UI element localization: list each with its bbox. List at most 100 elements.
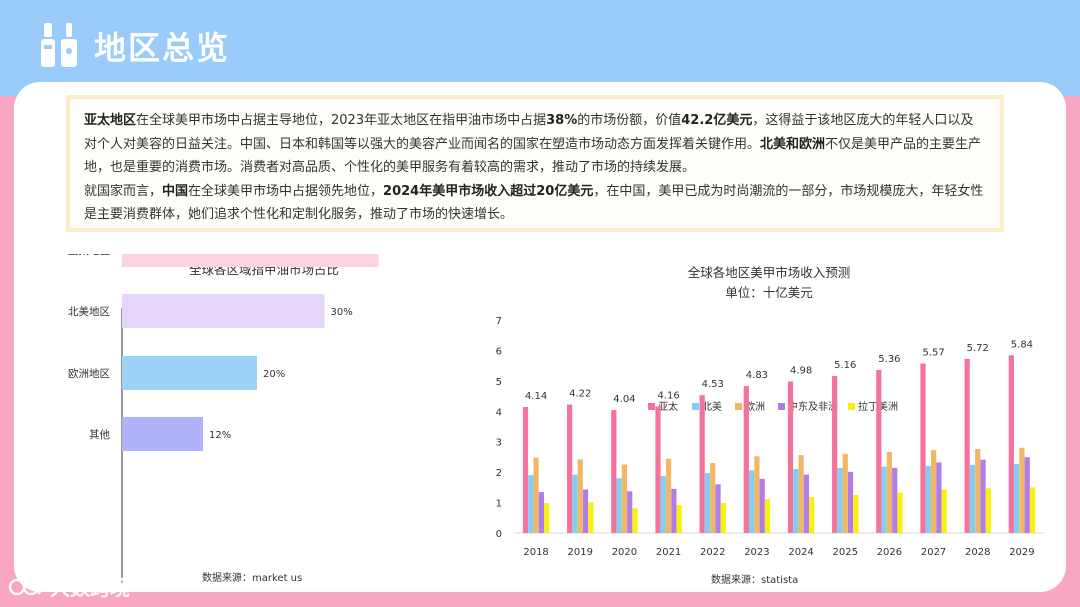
bar-latam xyxy=(764,499,771,533)
bar-eu xyxy=(621,464,628,533)
x-tick-label: 2026 xyxy=(877,547,902,558)
bar-apac xyxy=(876,369,882,533)
data-label: 20% xyxy=(263,369,285,380)
data-label: 38% xyxy=(385,254,407,257)
category-label: 北美地区 xyxy=(68,305,110,318)
bar-mea xyxy=(582,489,589,533)
revenue-chart-svg: 全球各地区美甲市场收入预测单位：十亿美元亚太北美欧洲中东及非洲拉丁美洲01234… xyxy=(496,265,1044,558)
legend-swatch xyxy=(735,403,742,410)
x-tick-label: 2025 xyxy=(833,547,858,558)
data-label: 4.16 xyxy=(657,390,679,401)
intro-paragraph-2: 就国家而言，中国在全球美甲市场中占据领先地位，2024年美甲市场收入超过20亿美… xyxy=(84,180,986,227)
bar-latam xyxy=(720,502,726,533)
intro-paragraph-1: 亚太地区在全球美甲市场中占据主导地位，2023年亚太地区在指甲油市场中占据38%… xyxy=(84,109,986,180)
bar-mea xyxy=(980,459,986,533)
x-tick-label: 2022 xyxy=(700,547,725,558)
bar-na xyxy=(837,468,843,533)
bar-apac xyxy=(611,410,617,533)
highlight-text: 2024年美甲市场收入超过20亿美元 xyxy=(383,183,594,199)
x-tick-label: 2029 xyxy=(1009,547,1034,558)
x-tick-label: 2027 xyxy=(921,547,946,558)
legend-label: 欧洲 xyxy=(745,401,765,413)
x-tick-label: 2020 xyxy=(612,547,637,558)
highlight-text: 42.2亿美元 xyxy=(681,113,753,128)
legend-label: 中东及非洲 xyxy=(788,400,838,413)
bar-eu xyxy=(665,458,672,533)
bar-mea xyxy=(759,478,765,533)
data-label: 5.36 xyxy=(878,354,900,365)
bar-apac xyxy=(699,395,705,533)
bar-apac xyxy=(743,386,749,533)
content-card: 亚太地区在全球美甲市场中占据主导地位，2023年亚太地区在指甲油市场中占据38%… xyxy=(14,82,1066,592)
data-label: 5.84 xyxy=(1011,339,1033,350)
highlight-text: 亚太地区 xyxy=(84,113,137,128)
bar-na xyxy=(749,470,755,533)
bar-apac xyxy=(832,375,838,533)
data-label: 4.53 xyxy=(702,379,724,390)
data-label: 30% xyxy=(331,307,353,318)
bar-mea xyxy=(847,471,854,533)
share-chart-source: 数据来源：market us xyxy=(202,573,303,584)
y-tick-label: 0 xyxy=(496,529,502,540)
bar-mea xyxy=(892,467,898,533)
bar-latam xyxy=(676,505,682,533)
revenue-chart-source: 数据来源：statista xyxy=(711,575,799,586)
bar xyxy=(122,356,257,390)
bar-latam xyxy=(985,488,991,533)
legend-swatch xyxy=(648,403,655,410)
body-text: 在全球美甲市场中占据领先地位， xyxy=(188,183,384,199)
data-label: 4.22 xyxy=(569,389,591,400)
bar-na xyxy=(925,466,931,533)
x-tick-label: 2019 xyxy=(568,547,593,558)
bar-eu xyxy=(930,450,937,533)
bar-na xyxy=(793,469,799,533)
bar xyxy=(122,254,379,267)
data-label: 4.14 xyxy=(525,391,547,402)
bar-eu xyxy=(577,459,583,533)
bar-eu xyxy=(798,455,804,533)
bar-na xyxy=(1014,463,1020,533)
data-label: 5.57 xyxy=(922,348,944,359)
highlight-text: 中国 xyxy=(162,183,189,199)
bar-mea xyxy=(715,484,721,533)
bar-apac xyxy=(655,406,661,533)
chart-title: 全球各地区美甲市场收入预测 xyxy=(688,265,851,280)
data-label: 4.98 xyxy=(790,365,812,376)
page-title: 地区总览 xyxy=(94,29,231,67)
bar xyxy=(122,417,203,451)
bar-eu xyxy=(1019,447,1025,533)
data-label: 5.72 xyxy=(967,343,989,354)
y-tick-label: 6 xyxy=(496,346,502,357)
highlight-text: 38% xyxy=(546,113,578,128)
y-tick-label: 2 xyxy=(496,468,502,479)
category-label: 亚太地区 xyxy=(68,254,110,257)
legend-swatch xyxy=(848,403,855,410)
bar-apac xyxy=(920,363,926,533)
bar xyxy=(122,294,325,328)
x-tick-label: 2023 xyxy=(744,547,769,558)
bar-eu xyxy=(754,456,760,533)
bar-eu xyxy=(886,452,893,533)
x-tick-label: 2018 xyxy=(523,547,548,558)
bar-latam xyxy=(588,502,594,533)
bar-latam xyxy=(853,494,859,533)
bar-latam xyxy=(941,489,947,533)
bar-na xyxy=(969,464,976,533)
body-text: 就国家而言， xyxy=(84,183,163,199)
bar-na xyxy=(704,473,711,533)
body-text: ，这得益于该地区庞大的年轻人口以及对个人对美容的日益关注。中国、日本和韩国等以强… xyxy=(84,113,974,152)
category-label: 欧洲地区 xyxy=(68,367,110,380)
bar-na xyxy=(572,474,578,533)
bar-latam xyxy=(632,508,638,533)
data-label: 12% xyxy=(209,430,231,441)
bar-eu xyxy=(975,449,981,533)
data-label: 4.83 xyxy=(746,370,768,381)
bar-apac xyxy=(964,358,970,533)
bar-latam xyxy=(544,503,550,533)
y-tick-label: 7 xyxy=(496,316,502,327)
bar-apac xyxy=(567,404,573,533)
body-text: 在全球美甲市场中占据主导地位，2023年亚太地区在指甲油市场中占据 xyxy=(136,113,547,128)
nail-polish-icon xyxy=(41,23,77,67)
